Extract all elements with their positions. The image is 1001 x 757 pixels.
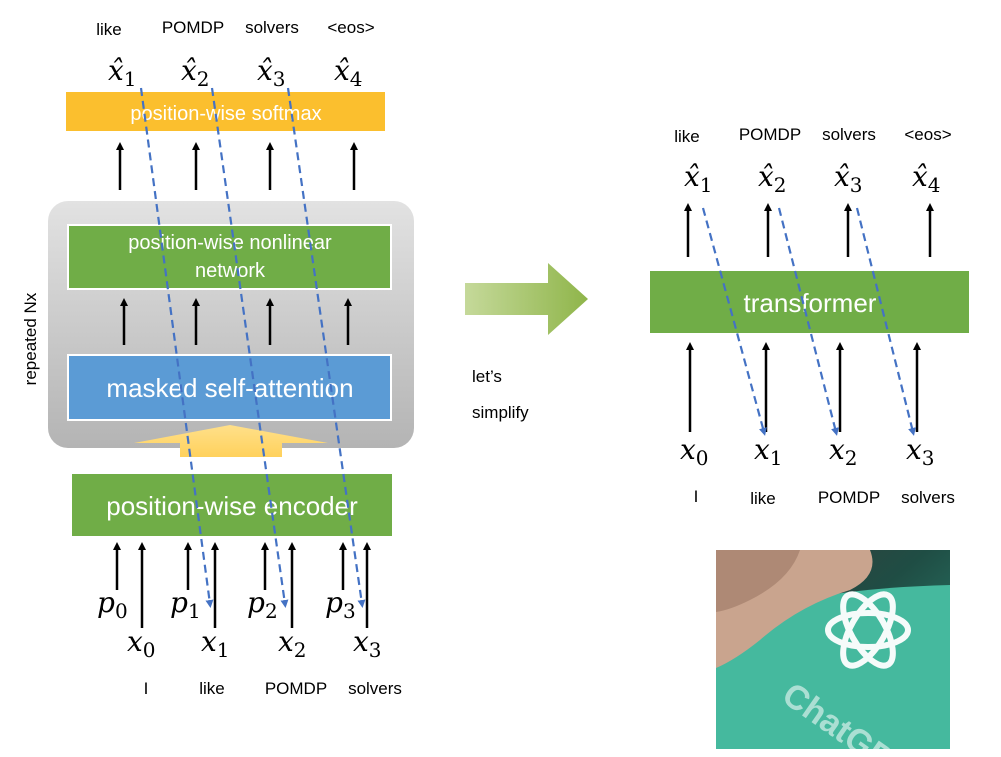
input-symbol: x1 — [201, 625, 230, 662]
right-bottom-word: solvers — [901, 488, 955, 507]
position-wise-encoder-box — [72, 474, 392, 536]
input-symbol: x3 — [353, 625, 382, 662]
left-bottom-word: solvers — [348, 679, 402, 698]
block-up-arrow — [134, 425, 328, 457]
right-output-symbol: x̂4 — [912, 160, 941, 197]
softmax-box — [66, 92, 385, 131]
position-symbol: p1 — [170, 586, 201, 623]
encoder-label: position-wise encoder — [106, 491, 358, 521]
nonlinear-network-box — [67, 224, 392, 290]
left-output-symbol: x̂4 — [334, 54, 363, 91]
nonlinear-label-line2: network — [195, 260, 266, 282]
position-symbol: p2 — [247, 586, 278, 623]
position-symbol: p3 — [325, 586, 356, 623]
autoregressive-dashed-arrow — [286, 87, 366, 608]
right-output-symbol: x̂3 — [834, 160, 863, 197]
right-bottom-word: I — [694, 487, 699, 506]
right-output-symbol: x̂1 — [684, 160, 713, 197]
input-symbol: x2 — [278, 625, 307, 662]
right-top-word: like — [674, 127, 700, 146]
left-output-symbol: x̂1 — [108, 54, 137, 91]
simplify-transition: let’s simplify — [465, 263, 588, 422]
left-output-symbol: x̂2 — [181, 54, 210, 91]
left-top-word: POMDP — [162, 18, 224, 37]
chatgpt-photo: ChatGPT — [716, 550, 950, 749]
left-bottom-word: I — [144, 679, 149, 698]
right-input-symbol: x3 — [906, 433, 935, 470]
nonlinear-label-line1: position-wise nonlinear — [128, 232, 332, 254]
left-bottom-word: POMDP — [265, 679, 327, 698]
masked-self-attention-box — [67, 354, 392, 421]
left-output-symbol: x̂3 — [257, 54, 286, 91]
softmax-label: position-wise softmax — [130, 103, 321, 125]
right-bottom-word: like — [750, 489, 776, 508]
left-bottom-word: like — [199, 679, 225, 698]
autoregressive-dashed-arrow — [139, 87, 214, 608]
right-input-symbol: x2 — [829, 433, 858, 470]
transformer-label: transformer — [744, 288, 877, 318]
transformer-box — [650, 271, 969, 333]
autoregressive-dashed-arrow — [210, 87, 289, 608]
simplify-arrow — [465, 263, 588, 335]
right-input-symbol: x0 — [680, 433, 709, 470]
repeated-nx-label: repeated Nx — [21, 292, 40, 385]
right-top-word: solvers — [822, 125, 876, 144]
input-symbol: x0 — [127, 625, 156, 662]
right-top-word: POMDP — [739, 125, 801, 144]
position-symbol: p0 — [97, 586, 128, 623]
attention-label: masked self-attention — [106, 373, 353, 403]
right-diagram: like POMDP solvers <eos> x̂1 x̂2 x̂3 x̂4… — [650, 125, 969, 508]
left-top-word: solvers — [245, 18, 299, 37]
simplify-caption-line2: simplify — [472, 403, 529, 422]
right-bottom-word: POMDP — [818, 488, 880, 507]
left-top-word: like — [96, 20, 122, 39]
right-output-symbol: x̂2 — [758, 160, 787, 197]
right-top-word: <eos> — [904, 125, 951, 144]
left-diagram: like POMDP solvers <eos> x̂1 x̂2 x̂3 x̂4… — [21, 18, 414, 698]
right-input-symbol: x1 — [754, 433, 783, 470]
openai-logo-icon — [825, 591, 911, 669]
simplify-caption-line1: let’s — [472, 367, 502, 386]
left-top-word: <eos> — [327, 18, 374, 37]
